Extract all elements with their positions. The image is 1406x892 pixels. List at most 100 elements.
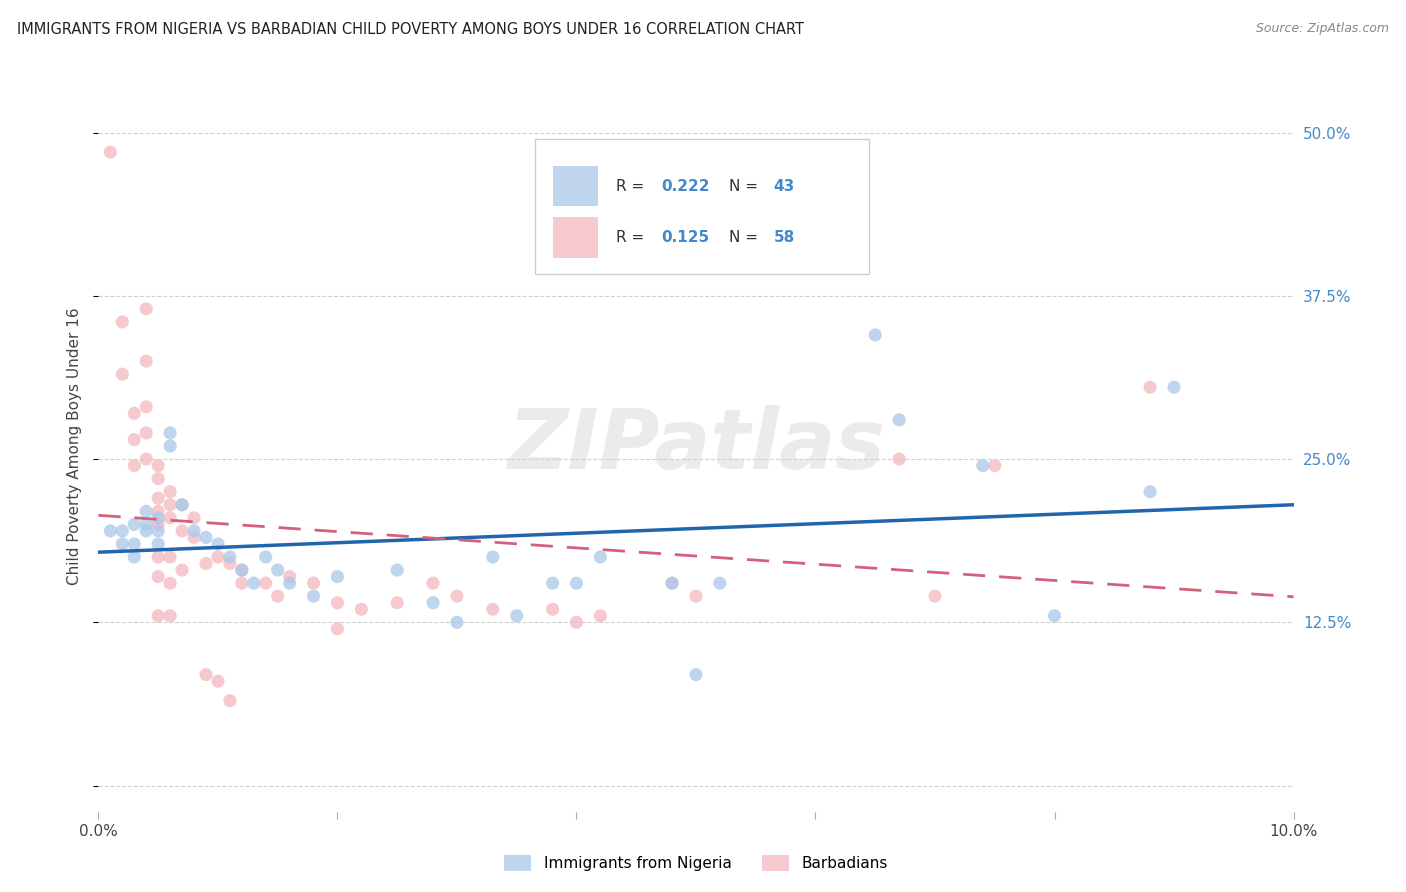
Point [661,576,683,591]
Point [111,367,134,381]
Point [135,524,157,538]
Point [135,400,157,414]
Point [148,458,170,473]
Point [148,491,170,506]
Point [100,524,122,538]
Point [207,674,229,689]
Point [111,315,134,329]
Point [278,576,301,591]
Point [195,530,218,544]
Point [481,602,505,616]
Point [589,608,612,623]
Point [207,537,229,551]
Point [172,498,194,512]
Point [1043,608,1066,623]
Text: ZIPatlas: ZIPatlas [508,406,884,486]
Point [231,563,253,577]
Point [172,498,194,512]
Point [195,557,218,571]
Point [135,301,157,316]
Point [148,608,170,623]
Y-axis label: Child Poverty Among Boys Under 16: Child Poverty Among Boys Under 16 [67,307,83,585]
Point [350,602,373,616]
Point [124,458,146,473]
Point [685,667,707,681]
Point [506,608,529,623]
Point [111,537,134,551]
Point [159,576,181,591]
Point [865,328,887,343]
Point [207,549,229,564]
Point [124,517,146,532]
Point [148,549,170,564]
Point [159,511,181,525]
Point [148,511,170,525]
Point [100,145,122,160]
Point [219,694,242,708]
Point [326,596,349,610]
FancyBboxPatch shape [553,218,598,258]
Point [148,537,170,551]
FancyBboxPatch shape [534,139,869,274]
Point [124,537,146,551]
Point [924,589,946,603]
Text: N =: N = [730,230,763,245]
Point [481,549,505,564]
Point [1163,380,1185,394]
Point [159,425,181,440]
Point [302,589,325,603]
Point [159,608,181,623]
Point [565,615,588,630]
Point [172,563,194,577]
Text: R =: R = [616,230,650,245]
Point [172,524,194,538]
Point [1139,484,1161,499]
Legend: Immigrants from Nigeria, Barbadians: Immigrants from Nigeria, Barbadians [498,849,894,877]
Text: 43: 43 [773,178,794,194]
Point [111,524,134,538]
Point [148,517,170,532]
Point [148,569,170,583]
Point [254,549,277,564]
Point [685,589,707,603]
Point [135,504,157,518]
Text: 0.125: 0.125 [661,230,710,245]
Point [231,563,253,577]
Point [1139,380,1161,394]
Point [889,413,911,427]
Point [148,524,170,538]
Point [124,549,146,564]
Text: IMMIGRANTS FROM NIGERIA VS BARBADIAN CHILD POVERTY AMONG BOYS UNDER 16 CORRELATI: IMMIGRANTS FROM NIGERIA VS BARBADIAN CHI… [17,22,804,37]
Text: 0.222: 0.222 [661,178,710,194]
Point [135,354,157,368]
Point [889,452,911,467]
Point [135,452,157,467]
Text: R =: R = [616,178,650,194]
Point [183,530,205,544]
Point [446,615,468,630]
Text: N =: N = [730,178,763,194]
Point [148,472,170,486]
Point [135,425,157,440]
Point [231,576,253,591]
Point [661,576,683,591]
Point [219,557,242,571]
Point [243,576,266,591]
Point [541,602,564,616]
Point [135,517,157,532]
Text: 58: 58 [773,230,794,245]
Point [709,576,731,591]
Point [385,596,409,610]
Point [267,563,290,577]
FancyBboxPatch shape [553,166,598,206]
Point [541,576,564,591]
Point [422,596,444,610]
Point [159,484,181,499]
Point [589,549,612,564]
Point [972,458,994,473]
Point [124,406,146,420]
Text: Source: ZipAtlas.com: Source: ZipAtlas.com [1256,22,1389,36]
Point [195,667,218,681]
Point [159,549,181,564]
Point [183,511,205,525]
